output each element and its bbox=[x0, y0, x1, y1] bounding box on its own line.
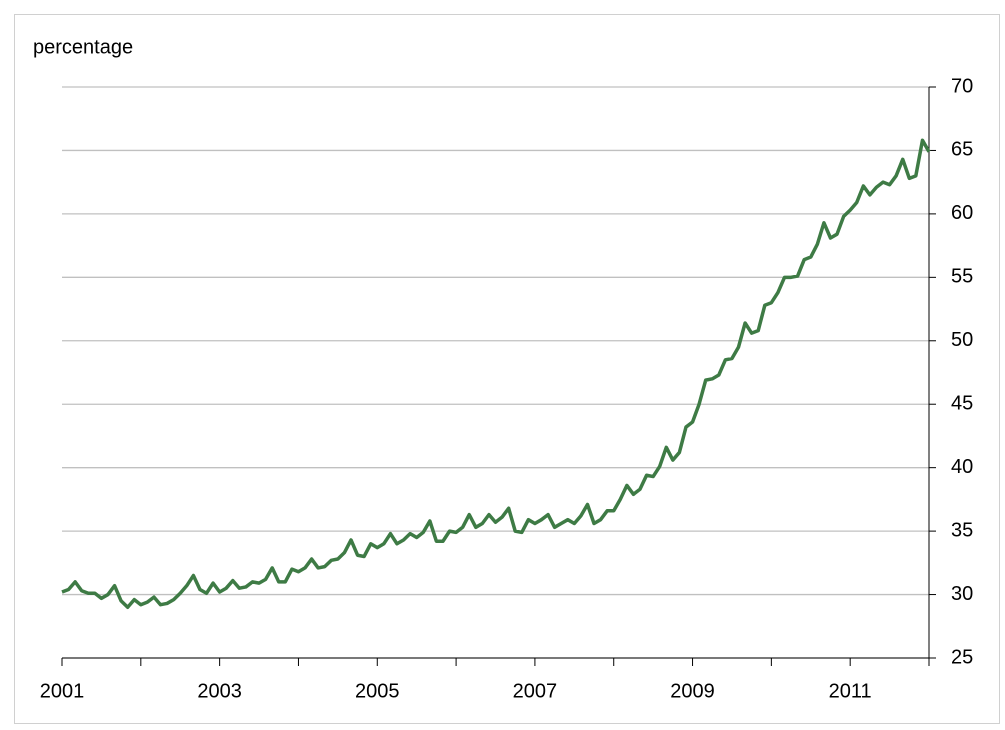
y-tick-label: 30 bbox=[951, 583, 973, 605]
x-tick-label: 2005 bbox=[355, 680, 400, 702]
y-tick-label: 50 bbox=[951, 329, 973, 351]
y-tick-label: 60 bbox=[951, 202, 973, 224]
x-tick-label: 2011 bbox=[829, 680, 872, 702]
y-tick-label: 55 bbox=[951, 266, 973, 288]
x-tick-label: 2007 bbox=[513, 680, 558, 702]
x-tick-label: 2001 bbox=[40, 680, 85, 702]
chart-frame bbox=[14, 14, 1000, 724]
y-axis-label: percentage bbox=[33, 36, 133, 58]
y-tick-label: 35 bbox=[951, 519, 973, 541]
data-line bbox=[61, 138, 931, 609]
x-tick-label: 2003 bbox=[197, 680, 242, 702]
y-tick-label: 65 bbox=[951, 139, 973, 161]
y-tick-label: 70 bbox=[951, 75, 973, 97]
x-tick-label: 2009 bbox=[670, 680, 715, 702]
y-tick-label: 25 bbox=[951, 646, 973, 668]
y-tick-label: 40 bbox=[951, 456, 973, 478]
y-tick-label: 45 bbox=[951, 393, 973, 415]
